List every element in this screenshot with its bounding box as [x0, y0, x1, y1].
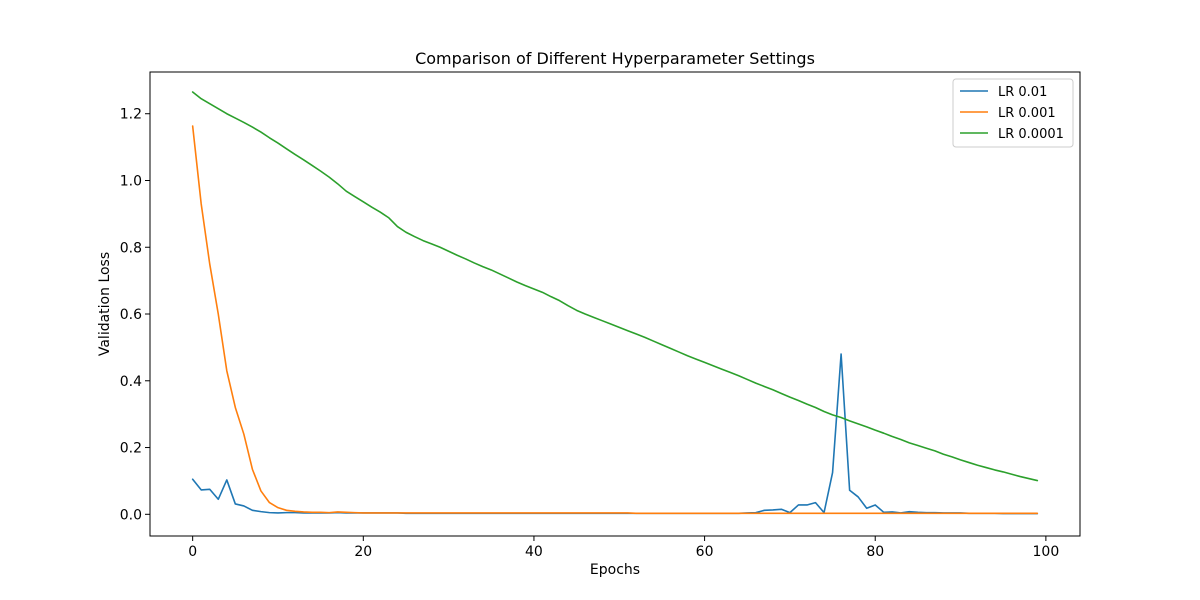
y-tick-label: 0.2 — [120, 441, 142, 457]
y-tick-label: 1.0 — [120, 173, 142, 189]
series-line-0 — [191, 353, 1039, 515]
x-tick-label: 80 — [866, 544, 884, 560]
y-tick-label: 0.4 — [120, 374, 142, 390]
x-tick-label: 20 — [354, 544, 372, 560]
y-axis-label: Validation Loss — [97, 252, 113, 356]
legend: LR 0.01 LR 0.001 LR 0.0001 — [952, 78, 1074, 148]
y-tick-label: 0.8 — [120, 240, 142, 256]
axes-frame — [149, 71, 1081, 537]
legend-box — [952, 78, 1074, 148]
plot-area — [191, 91, 1039, 515]
x-tick-label: 60 — [696, 544, 714, 560]
x-axis-label: Epochs — [590, 562, 640, 578]
x-axis: 0 20 40 60 80 100 — [188, 536, 1059, 560]
x-tick-label: 0 — [188, 544, 197, 560]
series-line-1 — [191, 125, 1039, 515]
x-tick-label: 100 — [1033, 544, 1060, 560]
legend-entry-label: LR 0.01 — [998, 85, 1047, 100]
y-tick-label: 0.6 — [120, 307, 142, 323]
y-tick-label: 1.2 — [120, 107, 142, 123]
legend-entry-label: LR 0.0001 — [998, 127, 1064, 142]
chart-title: Comparison of Different Hyperparameter S… — [415, 49, 815, 68]
y-axis: 0.0 0.2 0.4 0.6 0.8 1.0 1.2 — [120, 107, 150, 523]
y-tick-label: 0.0 — [120, 507, 142, 523]
series-line-2 — [191, 91, 1039, 482]
legend-entry-label: LR 0.001 — [998, 106, 1056, 121]
x-tick-label: 40 — [525, 544, 543, 560]
